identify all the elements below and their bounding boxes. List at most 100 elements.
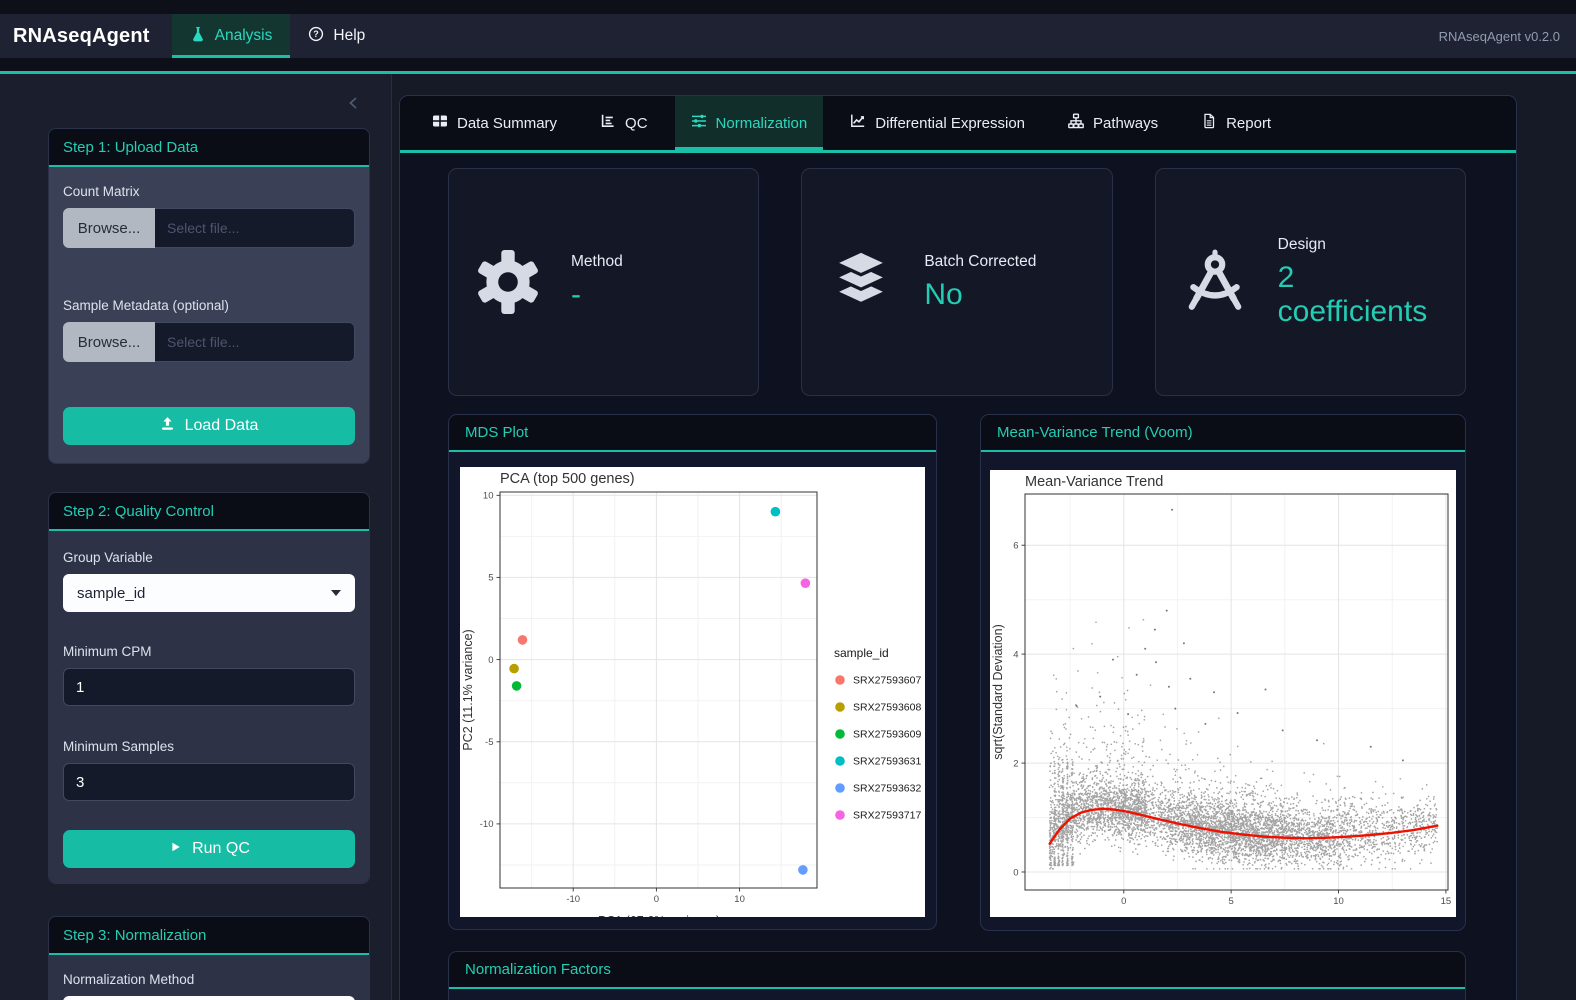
normalization-method-label: Normalization Method bbox=[63, 972, 195, 987]
step2-card: Step 2: Quality Control Group Variable s… bbox=[48, 492, 370, 884]
tab-report[interactable]: Report bbox=[1185, 96, 1287, 150]
count-matrix-browse-button[interactable]: Browse... bbox=[63, 208, 155, 248]
value-box-title: Batch Corrected bbox=[924, 252, 1037, 270]
sidebar-collapse-icon chevron-left-icon[interactable] bbox=[344, 94, 362, 112]
analysis-tabbar: Data Summary QC Normalization Differenti… bbox=[400, 96, 1516, 153]
count-matrix-file-input: Browse... bbox=[63, 208, 355, 248]
sidebar: Step 1: Upload Data Count Matrix Browse.… bbox=[0, 74, 392, 1000]
svg-text:SRX27593631: SRX27593631 bbox=[853, 756, 921, 768]
svg-text:PC2 (11.1% variance): PC2 (11.1% variance) bbox=[461, 629, 475, 750]
min-cpm-label: Minimum CPM bbox=[63, 644, 152, 659]
drafting-compass-icon bbox=[1182, 249, 1248, 315]
svg-text:6: 6 bbox=[1013, 541, 1018, 552]
tab-qc-label: QC bbox=[625, 114, 648, 132]
table-icon bbox=[432, 113, 448, 133]
svg-text:10: 10 bbox=[734, 894, 745, 905]
load-data-button-label: Load Data bbox=[184, 417, 259, 434]
sample-metadata-label: Sample Metadata (optional) bbox=[63, 298, 229, 313]
step3-card: Step 3: Normalization Normalization Meth… bbox=[48, 916, 370, 1000]
question-circle-icon: ? bbox=[308, 26, 324, 47]
svg-text:-10: -10 bbox=[480, 819, 494, 830]
play-icon bbox=[168, 840, 182, 859]
tab-pathways-label: Pathways bbox=[1093, 114, 1159, 132]
svg-text:SRX27593632: SRX27593632 bbox=[853, 783, 921, 795]
svg-text:5: 5 bbox=[488, 573, 493, 584]
svg-text:-10: -10 bbox=[566, 894, 580, 905]
nav-tab-analysis[interactable]: Analysis bbox=[171, 14, 291, 58]
svg-text:5: 5 bbox=[1228, 896, 1233, 907]
mds-plot-card: MDS Plot -10 0 10 10 5 0 -5 -10 PCA (top 500 gen… bbox=[448, 414, 937, 930]
tab-data-summary-label: Data Summary bbox=[457, 114, 558, 132]
load-data-button[interactable]: Load Data bbox=[63, 407, 355, 445]
nav-tab-help[interactable]: ? Help bbox=[290, 14, 383, 58]
tab-qc[interactable]: QC bbox=[584, 96, 664, 150]
step2-card-header: Step 2: Quality Control bbox=[49, 493, 369, 531]
run-qc-button[interactable]: Run QC bbox=[63, 830, 355, 868]
min-samples-input[interactable] bbox=[63, 763, 355, 801]
mds-plot-card-header: MDS Plot bbox=[449, 415, 936, 452]
svg-text:2: 2 bbox=[1013, 758, 1018, 769]
value-box-batch-corrected: Batch Corrected No bbox=[801, 168, 1113, 396]
svg-text:Average log2 Expression: Average log2 Expression bbox=[1168, 916, 1307, 917]
sitemap-icon bbox=[1068, 113, 1084, 133]
svg-text:10: 10 bbox=[1333, 896, 1344, 907]
tab-pathways[interactable]: Pathways bbox=[1052, 96, 1174, 150]
sample-metadata-file-input: Browse... bbox=[63, 322, 355, 362]
svg-text:Mean-Variance Trend: Mean-Variance Trend bbox=[1025, 474, 1163, 490]
flask-icon bbox=[190, 26, 206, 47]
chart-bar-icon bbox=[600, 113, 616, 133]
svg-text:SRX27593717: SRX27593717 bbox=[853, 810, 921, 822]
layers-icon bbox=[828, 249, 894, 315]
svg-text:0: 0 bbox=[654, 894, 659, 905]
navbar: RNAseqAgent Analysis ? Help RNAseqAgent … bbox=[0, 0, 1576, 74]
value-box-value: No bbox=[924, 277, 963, 311]
svg-text:10: 10 bbox=[483, 491, 494, 502]
value-box-value: 2 coefficients bbox=[1277, 260, 1428, 328]
value-box-value: - bbox=[571, 277, 581, 311]
step1-card: Step 1: Upload Data Count Matrix Browse.… bbox=[48, 128, 370, 464]
chart-line-icon bbox=[850, 113, 866, 133]
svg-text:0: 0 bbox=[488, 655, 493, 666]
svg-text:?: ? bbox=[314, 29, 320, 39]
svg-text:PCA (top 500 genes): PCA (top 500 genes) bbox=[500, 471, 635, 487]
normalization-factors-body bbox=[449, 989, 1465, 1000]
upload-icon bbox=[160, 416, 175, 436]
tab-normalization[interactable]: Normalization bbox=[674, 96, 824, 150]
analysis-panel: Data Summary QC Normalization Differenti… bbox=[399, 95, 1517, 1000]
normalization-method-select[interactable] bbox=[63, 996, 355, 1000]
svg-text:0: 0 bbox=[1013, 867, 1018, 878]
nav-tab-analysis-label: Analysis bbox=[214, 27, 273, 44]
tab-normalization-label: Normalization bbox=[715, 114, 808, 132]
mds-plot: -10 0 10 10 5 0 -5 -10 PCA (top 500 genes) PC1 (6… bbox=[460, 467, 925, 928]
group-variable-select[interactable]: sample_id bbox=[63, 574, 355, 612]
group-variable-label: Group Variable bbox=[63, 550, 153, 565]
navbar-top-strip bbox=[0, 0, 1576, 14]
tab-report-label: Report bbox=[1226, 114, 1272, 132]
min-cpm-input[interactable] bbox=[63, 668, 355, 706]
file-icon bbox=[1201, 113, 1217, 133]
tab-data-summary[interactable]: Data Summary bbox=[416, 96, 573, 150]
navbar-bottom-strip bbox=[0, 58, 1576, 71]
sample-metadata-filename-field[interactable] bbox=[155, 322, 355, 362]
gear-icon bbox=[475, 249, 541, 315]
tab-differential-expression[interactable]: Differential Expression bbox=[834, 96, 1041, 150]
tab-differential-expression-label: Differential Expression bbox=[875, 114, 1026, 132]
count-matrix-label: Count Matrix bbox=[63, 184, 140, 199]
main-area: Data Summary QC Normalization Differenti… bbox=[392, 74, 1576, 1000]
svg-text:15: 15 bbox=[1441, 896, 1452, 907]
sample-metadata-browse-button[interactable]: Browse... bbox=[63, 322, 155, 362]
value-box-design: Design 2 coefficients bbox=[1154, 168, 1466, 396]
normalization-factors-header: Normalization Factors bbox=[449, 952, 1465, 989]
group-variable-value: sample_id bbox=[77, 584, 146, 602]
svg-text:SRX27593609: SRX27593609 bbox=[853, 729, 921, 741]
step1-card-header: Step 1: Upload Data bbox=[49, 129, 369, 167]
plot-row: MDS Plot -10 0 10 10 5 0 -5 -10 PCA (top 500 gen… bbox=[448, 414, 1466, 931]
count-matrix-filename-field[interactable] bbox=[155, 208, 355, 248]
nav-tab-help-label: Help bbox=[333, 27, 366, 44]
run-qc-button-label: Run QC bbox=[192, 840, 250, 857]
value-box-title: Design bbox=[1277, 235, 1326, 253]
svg-text:SRX27593607: SRX27593607 bbox=[853, 675, 921, 687]
value-box-title: Method bbox=[571, 252, 623, 270]
svg-text:PC1 (67.6% variance): PC1 (67.6% variance) bbox=[598, 914, 720, 917]
